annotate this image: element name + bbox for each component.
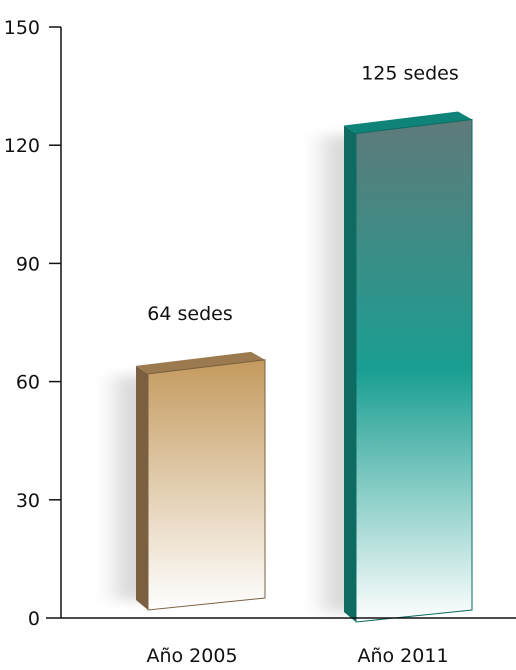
bar-top-0	[136, 351, 265, 374]
bars	[136, 111, 473, 623]
y-tick-label-120: 120	[4, 135, 40, 157]
bar-1	[355, 118, 473, 623]
category-label-0: Año 2005	[146, 645, 237, 666]
y-tick-label-60: 60	[16, 372, 40, 394]
labels: 64 sedes Año 2005 125 sedes Año 2011 0 30 60 90…	[4, 17, 459, 667]
bar-side-0	[136, 365, 148, 610]
y-tick-label-0: 0	[28, 608, 40, 630]
data-label-0: 64 sedes	[147, 303, 232, 325]
category-label-1: Año 2011	[357, 645, 448, 666]
y-tick-label-90: 90	[16, 253, 40, 275]
bar-side-1	[344, 125, 356, 622]
bar-top-1	[344, 111, 472, 134]
data-label-1: 125 sedes	[361, 63, 459, 85]
y-tick-label-30: 30	[16, 490, 40, 512]
axes	[46, 26, 516, 619]
bar-0	[147, 359, 266, 611]
y-tick-label-150: 150	[4, 17, 40, 39]
